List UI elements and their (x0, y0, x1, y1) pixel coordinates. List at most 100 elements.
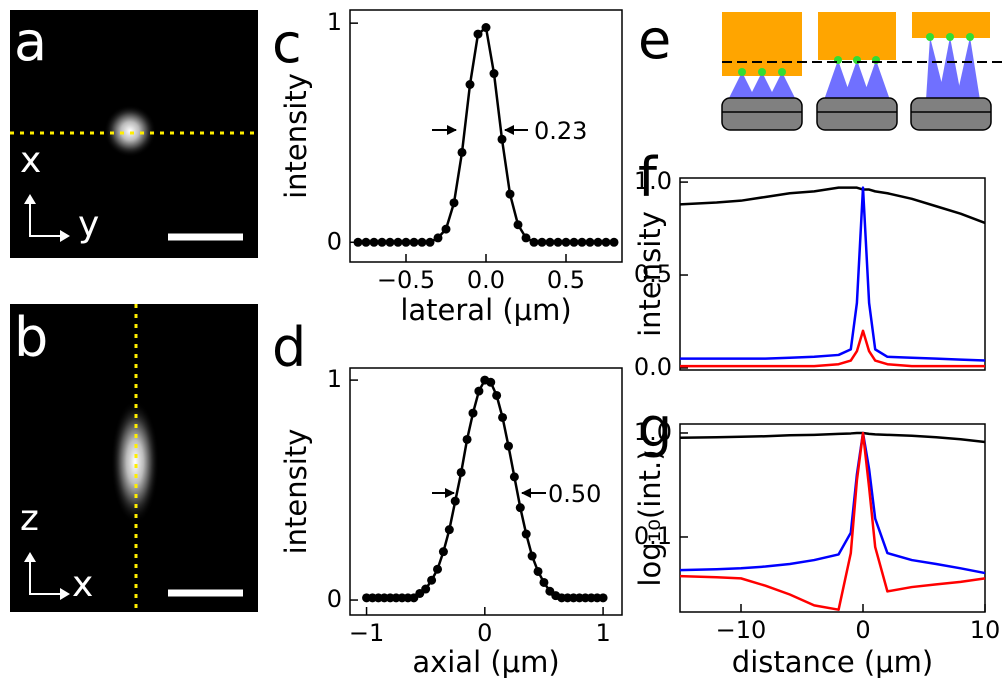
data-point (457, 147, 467, 157)
series-line (680, 329, 985, 368)
setup-3 (910, 12, 992, 131)
data-point (545, 237, 555, 247)
plot-frame (679, 423, 986, 613)
panel-label: g (638, 396, 672, 459)
data-point (577, 237, 587, 247)
plot-frame (679, 177, 986, 371)
spot (111, 400, 159, 524)
data-point (521, 529, 531, 539)
x-tick-label: 1 (595, 619, 610, 647)
data-point (401, 237, 411, 247)
panel-label: e (638, 8, 671, 71)
x-tick-label: −10 (716, 616, 767, 644)
x-axis-label: lateral (μm) (400, 293, 571, 327)
y-tick-label: 1.0 (634, 418, 672, 446)
data-point (497, 134, 507, 144)
data-point (529, 237, 539, 247)
y-axis-label: intensity (279, 429, 313, 555)
data-point (361, 237, 371, 247)
data-point (417, 237, 427, 247)
data-point (444, 525, 454, 535)
x-tick-label: 10 (970, 616, 1001, 644)
data-point (609, 237, 619, 247)
data-point (527, 551, 537, 561)
data-point (369, 237, 379, 247)
data-point (465, 80, 475, 90)
data-point (585, 237, 595, 247)
data-point (433, 233, 443, 243)
series-line (679, 431, 986, 611)
setup-1 (721, 12, 803, 131)
arrow-head (24, 194, 70, 242)
data-point (456, 467, 466, 477)
data-point (393, 237, 403, 247)
y-tick-label: 0.5 (634, 260, 672, 288)
y-tick-label: 0 (327, 585, 342, 613)
series-line (679, 186, 986, 225)
data-point (462, 434, 472, 444)
data-point (533, 566, 543, 576)
data-point (473, 29, 483, 39)
data-point (481, 23, 491, 33)
data-point (489, 69, 499, 79)
data-point (377, 237, 387, 247)
panel-label: b (14, 306, 48, 369)
data-point (492, 390, 502, 400)
data-point (474, 386, 484, 396)
annotation: 0.50 (548, 480, 601, 508)
data-point (513, 220, 523, 230)
panel-label: c (272, 12, 302, 75)
data-point (505, 189, 515, 199)
panel-label: d (272, 316, 306, 379)
x-tick-label: 0.0 (467, 266, 505, 294)
arrow-head (24, 552, 70, 600)
axis-label: x (72, 564, 93, 605)
data-point (353, 237, 363, 247)
x-tick-label: 0 (477, 619, 492, 647)
panel-label: f (638, 146, 659, 209)
data-point (450, 496, 460, 506)
data-point (601, 237, 611, 247)
data-point (421, 584, 431, 594)
data-point (433, 564, 443, 574)
y-axis-label: intensity (633, 211, 667, 337)
data-point (449, 198, 459, 208)
series-line (679, 431, 986, 444)
data-point (521, 233, 531, 243)
y-tick-label: 1 (327, 8, 342, 36)
y-tick-label: 0.0 (634, 353, 672, 381)
x-tick-label: 0 (855, 616, 870, 644)
data-point (486, 377, 496, 387)
axis-label: x (20, 140, 41, 181)
data-point (427, 575, 437, 585)
x-tick-label: 0.5 (547, 266, 585, 294)
series-line (680, 186, 986, 362)
y-tick-label: 1.0 (634, 167, 672, 195)
spot (104, 105, 156, 157)
data-point (409, 237, 419, 247)
data-point (515, 503, 525, 513)
axis-label: y (78, 204, 99, 245)
data-point (553, 237, 563, 247)
annotation: 0.23 (534, 117, 587, 145)
sample (818, 12, 896, 60)
x-tick-label: −0.5 (377, 266, 435, 294)
data-point (539, 577, 549, 587)
panel-label: a (14, 10, 47, 73)
data-point (468, 408, 478, 418)
plot-frame (349, 367, 623, 616)
data-point (441, 224, 451, 234)
data-point (509, 472, 519, 482)
x-axis-label: distance (μm) (732, 645, 933, 679)
y-axis-label: intensity (279, 73, 313, 199)
y-axis-label: log₁₀(int.) (633, 449, 667, 586)
data-point (593, 237, 603, 247)
x-axis-label: axial (μm) (412, 645, 559, 679)
data-point (537, 237, 547, 247)
y-tick-label: 0 (327, 227, 342, 255)
axis-label: z (20, 498, 39, 539)
data-point (503, 441, 513, 451)
data-point (561, 237, 571, 247)
